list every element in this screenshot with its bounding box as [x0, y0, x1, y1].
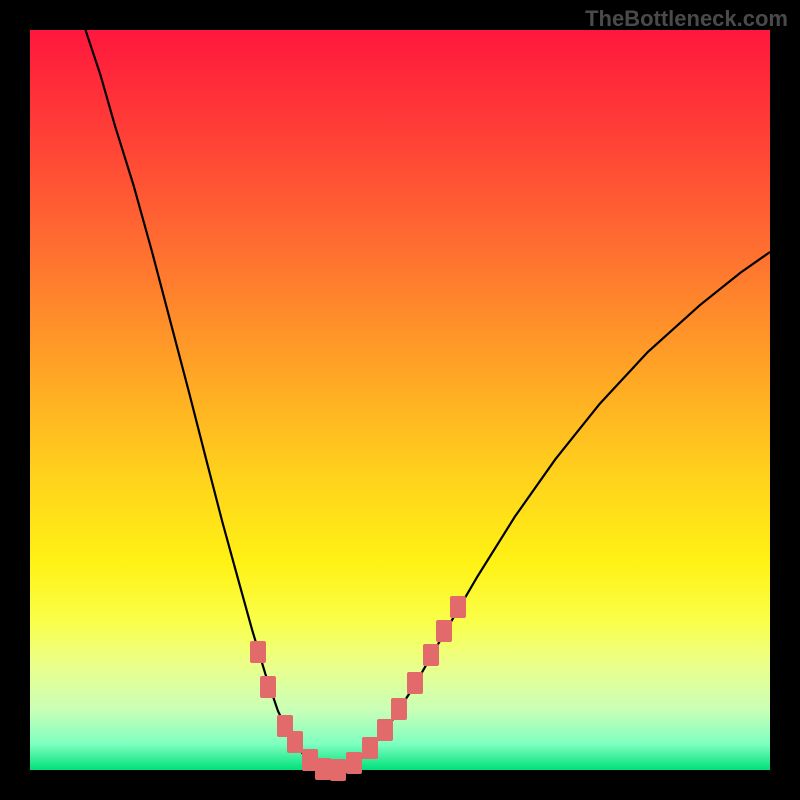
marker-dot: [250, 641, 266, 663]
marker-dot: [330, 759, 346, 781]
marker-dot: [287, 731, 303, 753]
marker-dot: [362, 737, 378, 759]
plot-area: [30, 30, 770, 770]
marker-dot: [315, 758, 331, 780]
marker-dot: [423, 644, 439, 666]
watermark-text: TheBottleneck.com: [585, 6, 788, 32]
marker-dot: [346, 752, 362, 774]
gradient-background: [30, 30, 770, 770]
chart-svg: [30, 30, 770, 770]
marker-dot: [391, 698, 407, 720]
marker-dot: [377, 719, 393, 741]
chart-root: TheBottleneck.com: [0, 0, 800, 800]
marker-dot: [436, 620, 452, 642]
marker-dot: [407, 672, 423, 694]
marker-dot: [260, 676, 276, 698]
marker-dot: [450, 596, 466, 618]
